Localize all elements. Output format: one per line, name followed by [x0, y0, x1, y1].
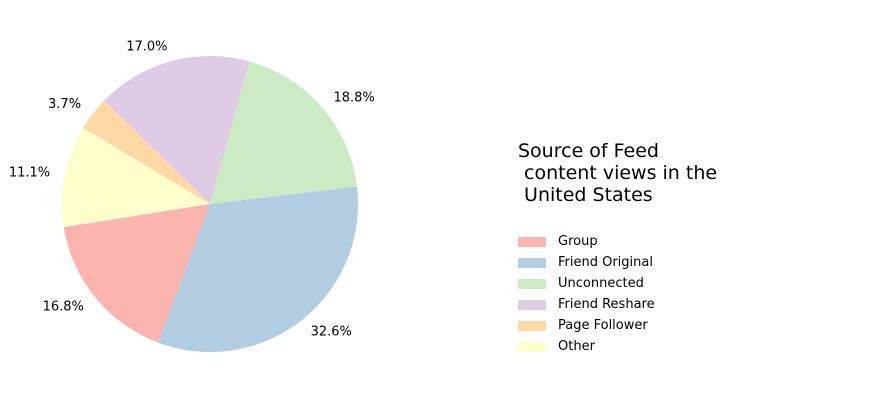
legend-item-unconnected: Unconnected — [518, 273, 655, 294]
legend-swatch-friend-reshare — [518, 299, 546, 310]
legend-item-friend-reshare: Friend Reshare — [518, 294, 655, 315]
legend-item-group: Group — [518, 231, 655, 252]
pie-slice-friend-reshare — [104, 56, 250, 205]
legend-item-other: Other — [518, 336, 655, 357]
legend-swatch-unconnected — [518, 278, 546, 289]
legend-label-group: Group — [558, 234, 598, 249]
pie-label-friend-original: 32.6% — [311, 325, 352, 340]
legend-label-friend-original: Friend Original — [558, 255, 653, 270]
legend-item-friend-original: Friend Original — [518, 252, 655, 273]
legend-swatch-other — [518, 341, 546, 352]
pie-labels: 16.8% 32.6% 18.8% 17.0% 3.7% 11.1% — [9, 39, 375, 339]
legend-swatch-group — [518, 236, 546, 247]
legend-swatch-page-follower — [518, 320, 546, 331]
legend-label-friend-reshare: Friend Reshare — [558, 297, 655, 312]
legend: Group Friend Original Unconnected Friend… — [518, 231, 655, 357]
pie-slice-page-follower — [83, 100, 210, 204]
pie-label-other: 11.1% — [9, 165, 50, 180]
pie-label-group: 16.8% — [43, 299, 84, 314]
legend-label-page-follower: Page Follower — [558, 318, 648, 333]
pie-label-unconnected: 18.8% — [333, 90, 374, 105]
chart-title: Source of Feed content views in the Unit… — [518, 140, 718, 206]
legend-item-page-follower: Page Follower — [518, 315, 655, 336]
pie-slice-unconnected — [210, 61, 357, 205]
pie-slice-other — [61, 127, 211, 228]
pie-slices — [61, 56, 359, 353]
legend-label-unconnected: Unconnected — [558, 276, 644, 291]
legend-label-other: Other — [558, 339, 595, 354]
legend-swatch-friend-original — [518, 257, 546, 268]
pie-slice-friend-original — [158, 186, 359, 353]
pie-slice-group — [63, 204, 210, 343]
pie-label-friend-reshare: 17.0% — [126, 39, 167, 54]
pie-label-page-follower: 3.7% — [48, 97, 81, 112]
